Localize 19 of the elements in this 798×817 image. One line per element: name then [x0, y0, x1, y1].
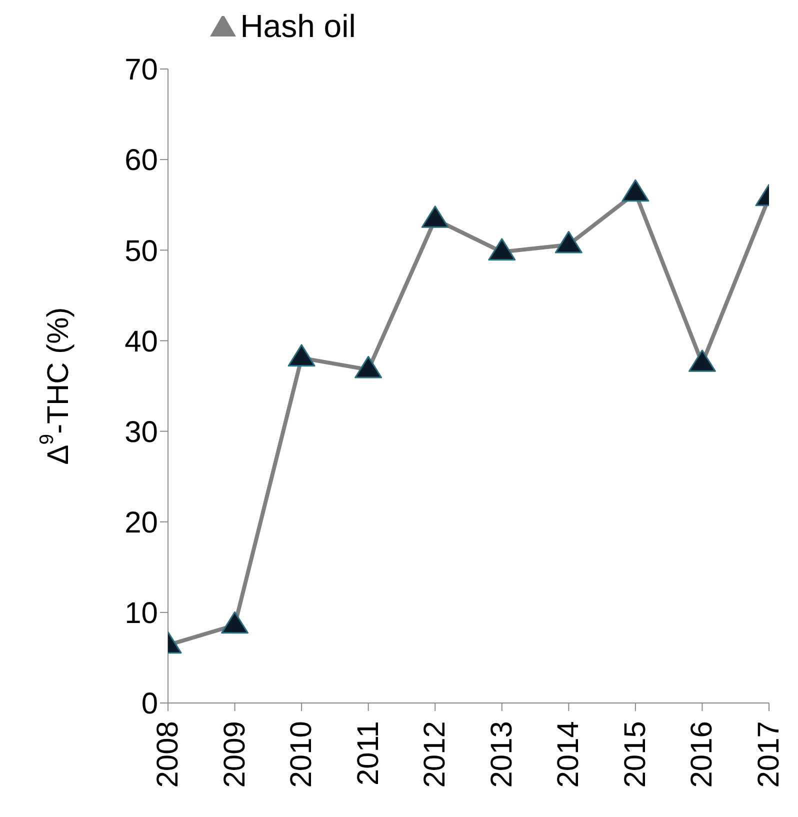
y-tick-label: 50: [124, 234, 158, 268]
x-tick-label: 2013: [485, 721, 518, 788]
x-tick-label: 2011: [352, 721, 385, 786]
x-tick-label: 2012: [418, 721, 452, 788]
y-tick-label: 0: [141, 688, 158, 721]
x-tick-label: 2009: [218, 721, 252, 788]
x-tick-label: 2008: [152, 721, 184, 788]
x-tick-label: 2016: [686, 721, 719, 788]
y-tick-label: 20: [124, 506, 158, 540]
y-tick-label: 10: [124, 597, 158, 630]
y-tick-label: 40: [124, 325, 158, 358]
x-tick-label: 2010: [285, 721, 318, 788]
x-tick-label: 2015: [618, 721, 652, 788]
legend-label: Hash oil: [240, 8, 356, 44]
y-tick-label: 70: [124, 54, 158, 87]
y-tick-label: 60: [124, 144, 158, 178]
x-tick-label: 2014: [552, 721, 586, 788]
x-tick-label: 2017: [752, 721, 786, 788]
y-tick-label: 30: [124, 416, 158, 449]
